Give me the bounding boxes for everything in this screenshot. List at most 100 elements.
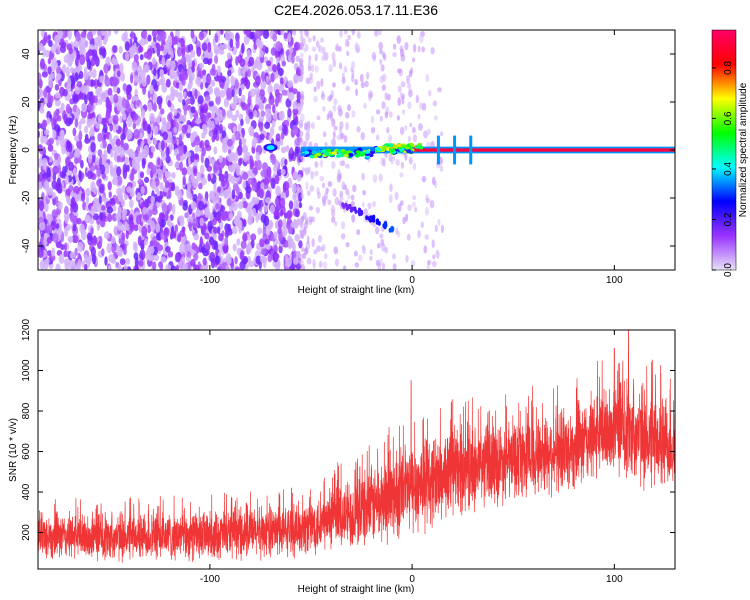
heatmap-noise-cell (231, 89, 235, 98)
heatmap-noise-cell (417, 229, 421, 239)
heatmap-noise-cell (38, 174, 41, 184)
heatmap-noise-cell (286, 217, 292, 226)
heatmap-noise-cell (47, 144, 54, 152)
heatmap-noise-cell (42, 46, 46, 58)
heatmap-noise-cell (205, 242, 210, 250)
heatmap-noise-cell (65, 188, 71, 196)
heatmap-noise-cell (122, 142, 129, 151)
heatmap-noise-cell (378, 173, 383, 182)
heatmap-noise-cell (110, 138, 115, 146)
snr-panel: -100 0 100 200 400 600 800 1000 1200 Height of … (8, 318, 676, 595)
heatmap-noise-cell (99, 75, 105, 84)
heatmap-noise-cell (123, 264, 128, 270)
heatmap-noise-cell (46, 250, 52, 257)
heatmap-noise-cell (176, 153, 182, 161)
heatmap-noise-cell (399, 126, 405, 135)
heatmap-noise-cell (200, 152, 204, 164)
heatmap-noise-cell (308, 205, 314, 211)
heatmap-noise-cell (232, 200, 238, 211)
heatmap-noise-cell (153, 84, 159, 92)
x-tick-label: 0 (409, 275, 415, 286)
heatmap-noise-cell (278, 110, 285, 121)
heatmap-noise-cell (287, 32, 292, 43)
heatmap-carrier-cell (388, 143, 394, 147)
x-tick-label: 0 (409, 574, 415, 585)
heatmap-noise-cell (102, 140, 108, 149)
heatmap-noise-cell (328, 94, 333, 101)
heatmap-carrier-cell (409, 143, 415, 147)
heatmap-noise-cell (395, 158, 400, 167)
heatmap-noise-cell (331, 161, 336, 169)
heatmap-noise-cell (203, 103, 208, 114)
heatmap-noise-cell (86, 58, 92, 70)
heatmap-noise-cell (56, 73, 62, 80)
heatmap-noise-cell (57, 201, 63, 211)
heatmap-noise-cell (170, 230, 177, 238)
heatmap-noise-cell (431, 239, 435, 249)
heatmap-noise-cell (381, 101, 386, 110)
heatmap-noise-cell (138, 169, 142, 180)
heatmap-noise-cell (204, 139, 210, 148)
heatmap-noise-cell (43, 237, 48, 246)
heatmap-noise-cell (100, 204, 106, 211)
heatmap-noise-cell (87, 170, 93, 180)
heatmap-noise-cell (281, 89, 288, 96)
heatmap-noise-cell (299, 63, 305, 72)
heatmap-noise-cell (73, 185, 80, 195)
heatmap-blob-core (266, 145, 275, 151)
heatmap-noise-cell (308, 55, 312, 62)
heatmap-noise-cell (292, 218, 297, 230)
heatmap-noise-cell (112, 114, 119, 125)
heatmap-noise-cell (190, 132, 195, 143)
heatmap-noise-cell (432, 254, 436, 260)
heatmap-noise-cell (324, 253, 328, 260)
heatmap-noise-cell (399, 172, 404, 178)
heatmap-noise-cell (123, 248, 127, 256)
heatmap-noise-cell (116, 245, 121, 256)
snr-y-ticks: 200 400 600 800 1000 1200 (21, 318, 675, 541)
heatmap-noise-cell (313, 95, 318, 103)
heatmap-noise-cell (179, 230, 185, 237)
heatmap-noise-cell (159, 261, 164, 270)
heatmap-carrier-cell (326, 148, 332, 153)
heatmap-noise-cell (268, 222, 273, 230)
heatmap-noise-cell (54, 84, 60, 91)
y-tick-label: -20 (21, 190, 32, 205)
heatmap-noise-cell (303, 221, 309, 229)
heatmap-noise-cell (222, 43, 228, 50)
heatmap-noise-cell (310, 170, 315, 180)
heatmap-noise-cell (279, 209, 284, 217)
heatmap-noise-cell (421, 175, 427, 183)
heatmap-noise-cell (388, 194, 393, 204)
heatmap-noise-cell (139, 249, 146, 261)
heatmap-noise-cell (237, 210, 242, 219)
heatmap-noise-cell (292, 194, 297, 201)
heatmap-noise-cell (91, 49, 98, 57)
heatmap-noise-cell (273, 210, 279, 217)
heatmap-noise-cell (38, 181, 42, 190)
heatmap-noise-cell (341, 181, 346, 191)
heatmap-carrier-cell (418, 145, 424, 150)
heatmap-noise-cell (226, 52, 232, 60)
heatmap-noise-cell (141, 148, 148, 159)
heatmap-noise-cell (206, 75, 212, 84)
heatmap-noise-cell (263, 215, 270, 227)
heatmap-noise-cell (379, 115, 383, 122)
heatmap-noise-cell (70, 263, 76, 270)
heatmap-noise-cell (139, 171, 145, 179)
heatmap-noise-cell (292, 251, 297, 259)
heatmap-noise-cell (126, 116, 133, 128)
heatmap-noise-cell (130, 30, 135, 40)
heatmap-noise-cell (299, 138, 304, 147)
heatmap-noise-cell (301, 155, 306, 163)
heatmap-noise-cell (272, 113, 278, 120)
heatmap-noise-cell (133, 128, 140, 140)
heatmap-noise-cell (207, 41, 212, 53)
heatmap-noise-cell (361, 201, 365, 208)
heatmap-carrier-cell (390, 148, 396, 152)
heatmap-noise-cell (144, 238, 149, 246)
heatmap-noise-cell (415, 94, 420, 104)
heatmap-noise-cell (278, 244, 283, 254)
heatmap-noise-cell (133, 224, 139, 232)
heatmap-noise-cell (402, 216, 406, 225)
